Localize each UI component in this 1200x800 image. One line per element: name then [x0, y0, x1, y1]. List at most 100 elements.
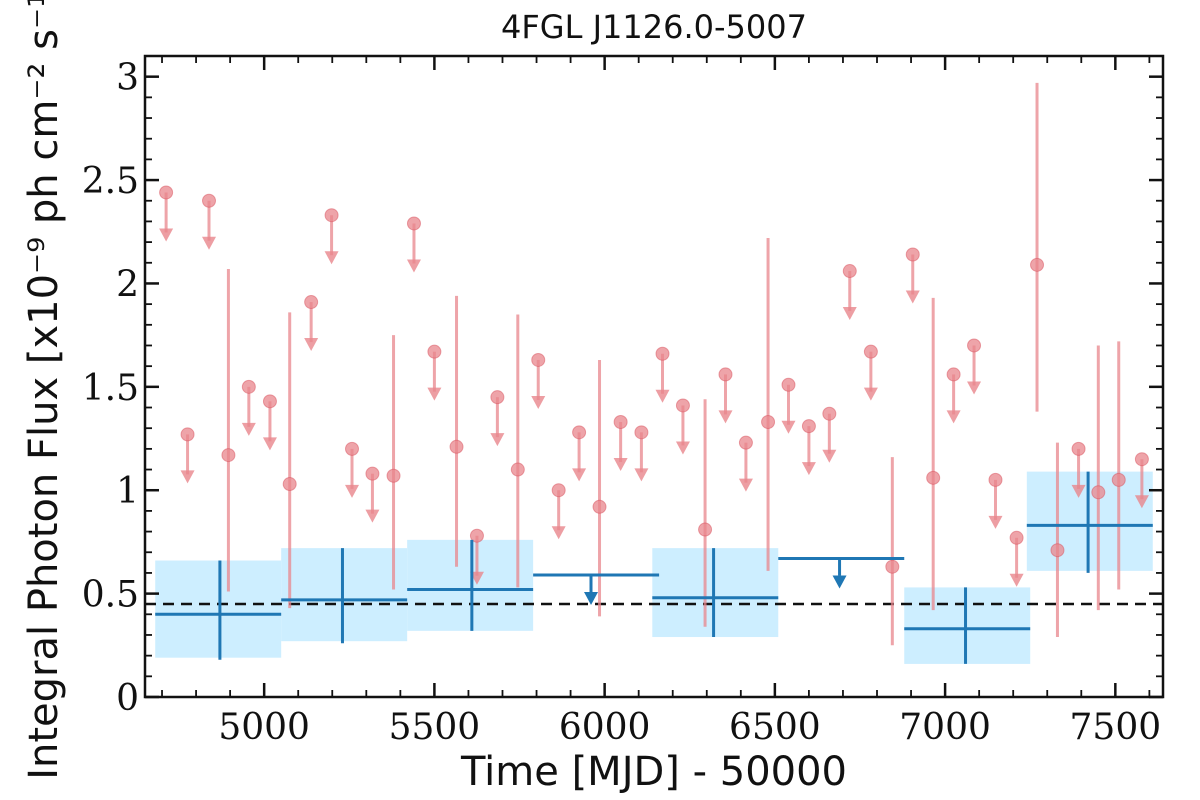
short-bin-upper-limit-point [180, 427, 195, 442]
short-bin-upper-limit-head [863, 387, 878, 401]
short-bin-upper-limit-head [241, 422, 256, 436]
short-bin-upper-limit-point [1009, 530, 1024, 545]
short-bin-upper-limit-point [967, 338, 982, 353]
short-bin-upper-limit-point [655, 346, 670, 361]
x-tick-label: 7500 [1070, 707, 1162, 748]
short-bin-upper-limit-head [551, 526, 566, 540]
short-bin-upper-limit-head [345, 484, 360, 498]
short-bin-point [926, 470, 941, 485]
short-bin-upper-limit-head [469, 571, 484, 585]
short-bin-point [592, 499, 607, 514]
short-bin-upper-limit-point [842, 264, 857, 279]
short-bin-upper-limit-point [427, 344, 442, 359]
x-tick-label: 5000 [218, 707, 310, 748]
short-bin-point [1050, 543, 1065, 558]
y-tick-label: 0.5 [82, 575, 139, 616]
short-bin-upper-limit-head [613, 457, 628, 471]
short-bin-point [1111, 472, 1126, 487]
long-bin-band [904, 587, 1031, 664]
short-bin-upper-limit-point [324, 208, 339, 223]
short-bin-upper-limit-point [345, 441, 360, 456]
short-bin-upper-limit-point [202, 193, 217, 208]
short-bin-upper-limit-head [427, 387, 442, 401]
short-bin-point [761, 414, 776, 429]
short-bin-point [386, 468, 401, 483]
short-bin-point [282, 477, 297, 492]
short-bin-point [510, 462, 525, 477]
long-bin-upper-limit-head [832, 575, 847, 589]
short-bin-upper-limit-point [551, 483, 566, 498]
short-bin-upper-limit-head [531, 395, 546, 409]
long-bin-band [407, 539, 534, 631]
short-bin-upper-limit-head [304, 338, 319, 352]
short-bin-upper-limit-head [180, 470, 195, 484]
short-bin-upper-limit-head [781, 420, 796, 434]
y-tick-label: 1 [116, 471, 139, 512]
x-tick-label: 6500 [729, 707, 821, 748]
short-bin-upper-limit-head [738, 478, 753, 492]
short-bin-upper-limit-head [202, 236, 217, 250]
short-bin-point [221, 448, 236, 463]
short-bin-upper-limit-head [822, 449, 837, 463]
short-bin-point [1091, 485, 1106, 500]
short-bin-upper-limit-point [304, 295, 319, 310]
short-bin-upper-limit-point [718, 367, 733, 382]
long-bin-band [155, 560, 282, 658]
short-bin-upper-limit-head [946, 410, 961, 424]
y-tick-label: 3 [116, 58, 139, 99]
short-bin-upper-limit-point [159, 185, 174, 200]
short-bin-upper-limit-point [262, 394, 277, 409]
short-bin-upper-limit-head [159, 228, 174, 242]
short-bin-upper-limit-point [406, 216, 421, 231]
short-bin-upper-limit-point [365, 466, 380, 481]
short-bin-upper-limit-point [1134, 452, 1149, 467]
short-bin-upper-limit-head [572, 468, 587, 482]
long-bin-band [652, 548, 779, 638]
short-bin-upper-limit-head [365, 509, 380, 523]
short-bin-point [1030, 257, 1045, 272]
short-bin-upper-limit-point [946, 367, 961, 382]
chart-title: 4FGL J1126.0-5007 [501, 8, 807, 46]
short-bin-upper-limit-point [1071, 441, 1086, 456]
plot-frame [143, 54, 1165, 699]
short-bin-point [885, 559, 900, 574]
short-bin-upper-limit-point [822, 406, 837, 421]
short-bin-upper-limit-point [490, 390, 505, 405]
short-bin-upper-limit-head [634, 468, 649, 482]
short-bin-upper-limit-head [490, 433, 505, 447]
long-bin-upper-limit-head [584, 592, 599, 606]
short-bin-upper-limit-head [406, 259, 421, 273]
short-bin-upper-limit-head [1009, 573, 1024, 587]
short-bin-upper-limit-point [634, 425, 649, 440]
x-tick-label: 5500 [389, 707, 481, 748]
short-bin-upper-limit-point [905, 247, 920, 262]
short-bin-upper-limit-point [738, 435, 753, 450]
short-bin-upper-limit-point [988, 472, 1003, 487]
short-bin-upper-limit-head [655, 389, 670, 403]
short-bin-upper-limit-head [988, 515, 1003, 529]
y-tick-label: 0 [116, 678, 139, 719]
short-bin-upper-limit-point [613, 414, 628, 429]
short-bin-upper-limit-head [905, 290, 920, 304]
short-bin-upper-limit-point [675, 398, 690, 413]
short-bin-upper-limit-head [324, 251, 339, 265]
short-bin-upper-limit-point [801, 419, 816, 434]
y-tick-label: 2 [116, 264, 139, 305]
short-bin-upper-limit-point [572, 425, 587, 440]
short-bin-point [698, 522, 713, 537]
short-bin-upper-limit-point [863, 344, 878, 359]
y-axis-label: Integral Photon Flux [x10⁻⁹ ph cm⁻² s⁻¹] [21, 0, 67, 780]
short-bin-upper-limit-point [531, 352, 546, 367]
short-bin-point [449, 439, 464, 454]
x-tick-label: 6000 [559, 707, 651, 748]
y-tick-label: 2.5 [82, 161, 139, 202]
short-bin-upper-limit-head [967, 381, 982, 395]
short-bin-upper-limit-head [842, 307, 857, 321]
short-bin-upper-limit-head [1071, 484, 1086, 498]
y-tick-label: 1.5 [82, 368, 139, 409]
long-bin-band [1026, 471, 1153, 571]
short-bin-upper-limit-head [262, 437, 277, 451]
x-axis-label: Time [MJD] - 50000 [460, 749, 847, 795]
